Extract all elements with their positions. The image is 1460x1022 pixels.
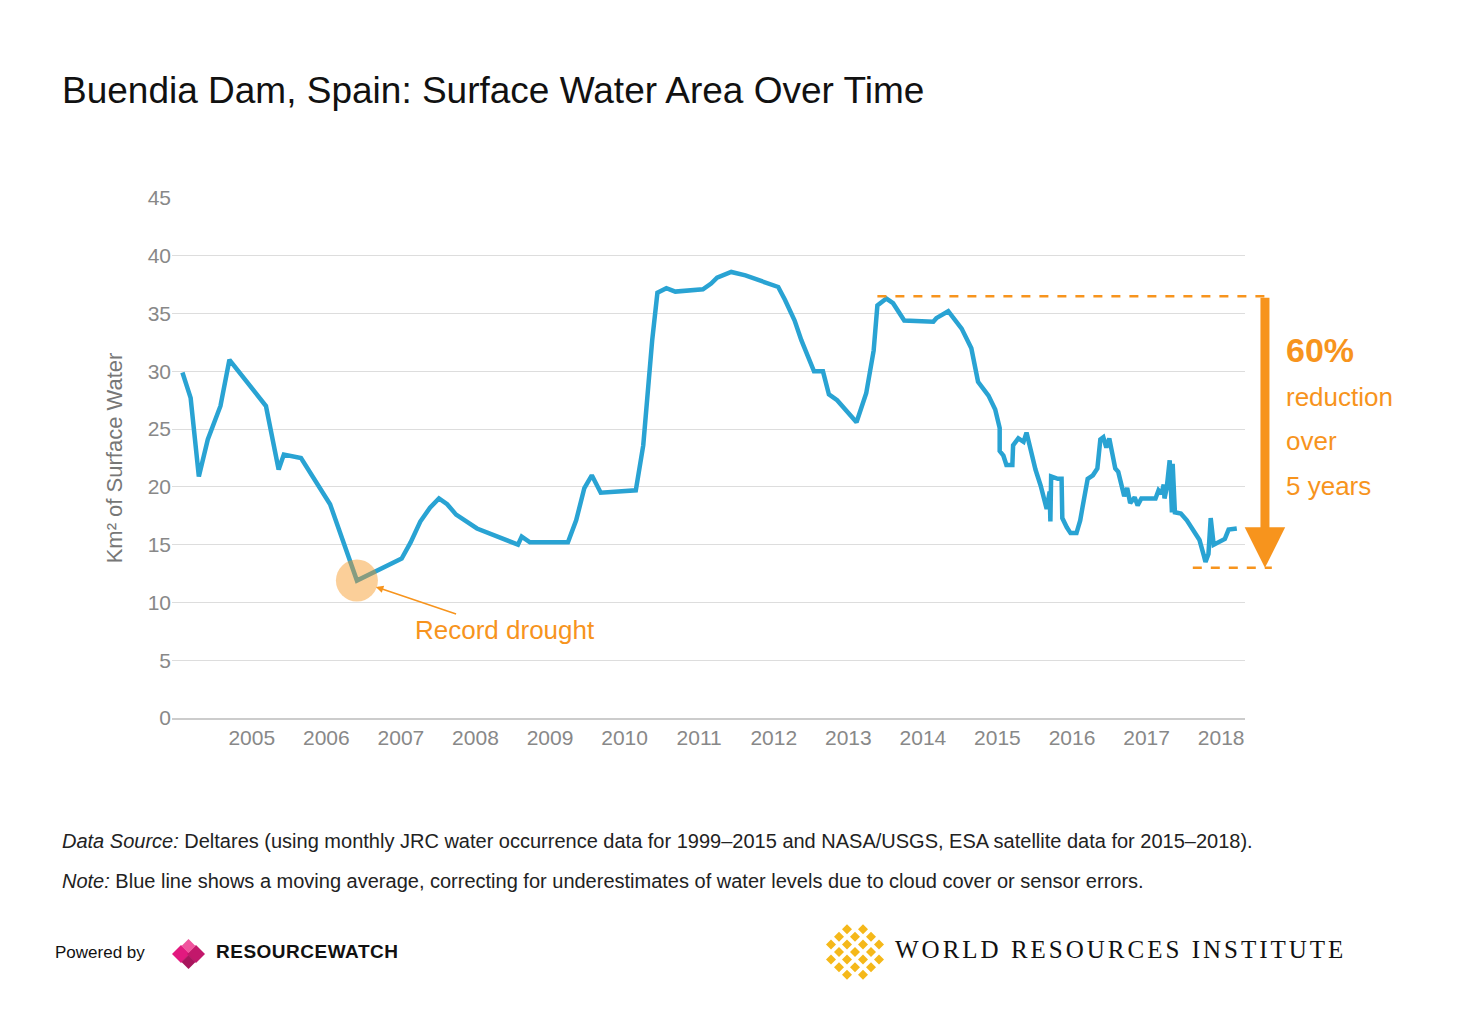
- html-text:RESOURCEWATCH: RESOURCEWATCH: [216, 941, 399, 962]
- svg-text:2013: 2013: [825, 726, 872, 749]
- svg-text:2015: 2015: [974, 726, 1021, 749]
- svg-text:2007: 2007: [378, 726, 425, 749]
- svg-text:2011: 2011: [677, 726, 722, 749]
- svg-text:0: 0: [159, 706, 171, 729]
- svg-text:2012: 2012: [750, 726, 797, 749]
- svg-text:45: 45: [148, 186, 171, 209]
- svg-text:2018: 2018: [1198, 726, 1245, 749]
- svg-text:60%reductionover5 years: 60%reductionover5 years: [1286, 331, 1393, 501]
- svg-text:40: 40: [148, 244, 171, 267]
- svg-text:2017: 2017: [1123, 726, 1170, 749]
- svg-text:2005: 2005: [228, 726, 275, 749]
- svg-text:Km² of Surface Water: Km² of Surface Water: [102, 353, 127, 564]
- html-text:Note: Blue line shows a moving: Note: Blue line shows a moving average, …: [62, 870, 1144, 892]
- svg-text:35: 35: [148, 302, 171, 325]
- svg-text:2014: 2014: [900, 726, 947, 749]
- svg-text:2009: 2009: [527, 726, 574, 749]
- svg-text:Record drought: Record drought: [415, 615, 595, 645]
- svg-text:20: 20: [148, 475, 171, 498]
- svg-text:15: 15: [148, 533, 171, 556]
- svg-text:30: 30: [148, 360, 171, 383]
- svg-text:25: 25: [148, 417, 171, 440]
- svg-text:2016: 2016: [1049, 726, 1096, 749]
- svg-text:2008: 2008: [452, 726, 499, 749]
- svg-text:5: 5: [159, 649, 171, 672]
- html-text:WORLD RESOURCES INSTITUTE: WORLD RESOURCES INSTITUTE: [895, 936, 1347, 963]
- svg-text:Buendia Dam, Spain: Surface Wa: Buendia Dam, Spain: Surface Water Area O…: [62, 70, 924, 111]
- html-text:Data Source: Deltares (using m: Data Source: Deltares (using monthly JRC…: [62, 830, 1253, 852]
- html-text:Powered by: Powered by: [55, 943, 145, 962]
- svg-text:10: 10: [148, 591, 171, 614]
- svg-text:2006: 2006: [303, 726, 350, 749]
- svg-text:2010: 2010: [601, 726, 648, 749]
